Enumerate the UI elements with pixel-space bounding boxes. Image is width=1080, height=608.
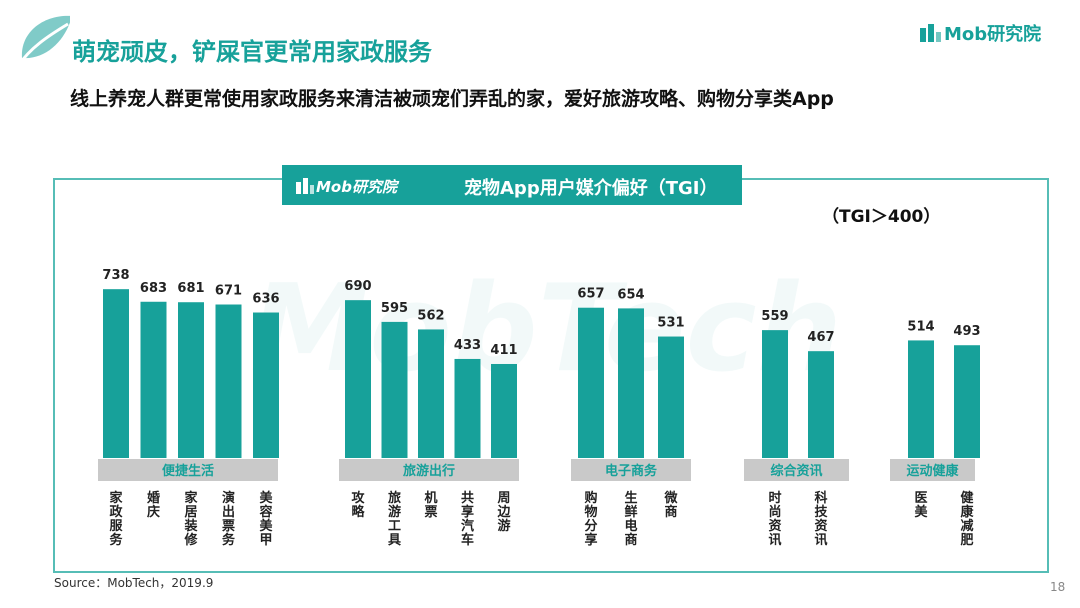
bar-value-label: 671 — [215, 284, 242, 299]
bar-value-label: 738 — [102, 268, 129, 283]
category-label: 旅游工具 — [388, 490, 401, 548]
bar — [345, 300, 371, 458]
group-label: 便捷生活 — [162, 463, 214, 479]
bar-value-label: 690 — [344, 279, 371, 294]
bar-value-label: 514 — [907, 319, 934, 334]
category-label: 婚庆 — [146, 490, 160, 520]
group-label: 电子商务 — [605, 463, 658, 479]
bar — [762, 330, 788, 458]
bar-value-label: 636 — [252, 292, 279, 307]
category-label: 购物分享 — [584, 490, 597, 548]
bar — [215, 304, 242, 458]
category-label: 共享汽车 — [461, 490, 474, 548]
category-label: 机票 — [424, 490, 437, 520]
category-label: 医美 — [914, 491, 928, 520]
category-label: 家居装修 — [183, 490, 198, 548]
bar — [954, 345, 980, 458]
group-label-box — [890, 459, 975, 481]
brand-logo: Mob研究院 — [944, 24, 1042, 45]
bar — [418, 329, 444, 458]
bar — [381, 321, 408, 458]
bar-value-label: 657 — [577, 287, 604, 302]
group-label-box — [339, 459, 519, 481]
category-label: 演出票务 — [222, 490, 236, 548]
bar-value-label: 411 — [490, 343, 517, 358]
page-subtitle: 线上养宠人群更常使用家政服务来清洁被顽宠们弄乱的家，爱好旅游攻略、购物分享类Ap… — [70, 88, 834, 110]
chart-header-bar — [282, 165, 742, 205]
group-label-box — [744, 459, 849, 481]
group-label: 综合资讯 — [770, 463, 822, 479]
source-note: Source：MobTech，2019.9 — [54, 576, 214, 590]
bar — [808, 351, 834, 458]
bar-value-label: 654 — [617, 287, 644, 302]
chart-header-brand: Mob研究院 — [316, 178, 397, 196]
bar — [908, 340, 934, 458]
page-title: 萌宠顽皮，铲屎官更常用家政服务 — [72, 38, 432, 66]
category-label: 时尚资讯 — [768, 490, 781, 548]
tgi-threshold-note: （TGI＞400） — [822, 207, 941, 227]
bar-value-label: 683 — [140, 281, 167, 296]
bar-value-label: 562 — [417, 308, 444, 323]
chart-title: 宠物App用户媒介偏好（TGI） — [464, 178, 718, 199]
group-label-box — [571, 459, 691, 481]
bar-value-label: 531 — [657, 316, 684, 331]
chart-header-logo-icon — [296, 178, 314, 194]
top-left-leaf-icon — [16, 15, 70, 67]
group-label-box — [98, 459, 278, 481]
category-label: 攻略 — [351, 490, 365, 520]
category-label: 家政服务 — [109, 490, 123, 548]
bar — [658, 336, 684, 458]
bar-value-label: 595 — [381, 301, 408, 316]
bar — [140, 301, 167, 458]
bar-value-label: 467 — [807, 330, 834, 345]
bar — [491, 363, 517, 458]
bar — [618, 308, 644, 458]
bar-value-label: 681 — [177, 281, 204, 296]
bar — [178, 302, 204, 458]
mob-logo-icon — [920, 24, 941, 42]
category-label: 健康减肥 — [960, 490, 974, 548]
category-label: 微商 — [663, 490, 678, 520]
page-number: 18 — [1050, 580, 1066, 594]
bar-value-label: 559 — [761, 309, 788, 324]
bar — [103, 289, 129, 458]
group-label: 旅游出行 — [403, 463, 455, 479]
category-label: 科技资讯 — [814, 490, 828, 548]
category-label: 生鲜电商 — [624, 490, 637, 548]
category-label: 周边游 — [496, 491, 511, 534]
bar — [578, 307, 604, 458]
bar-value-label: 493 — [953, 324, 980, 339]
bar-value-label: 433 — [454, 338, 481, 353]
group-label: 运动健康 — [906, 463, 959, 479]
category-label: 美容美甲 — [258, 490, 273, 548]
bar — [253, 312, 279, 458]
bar — [454, 358, 481, 458]
